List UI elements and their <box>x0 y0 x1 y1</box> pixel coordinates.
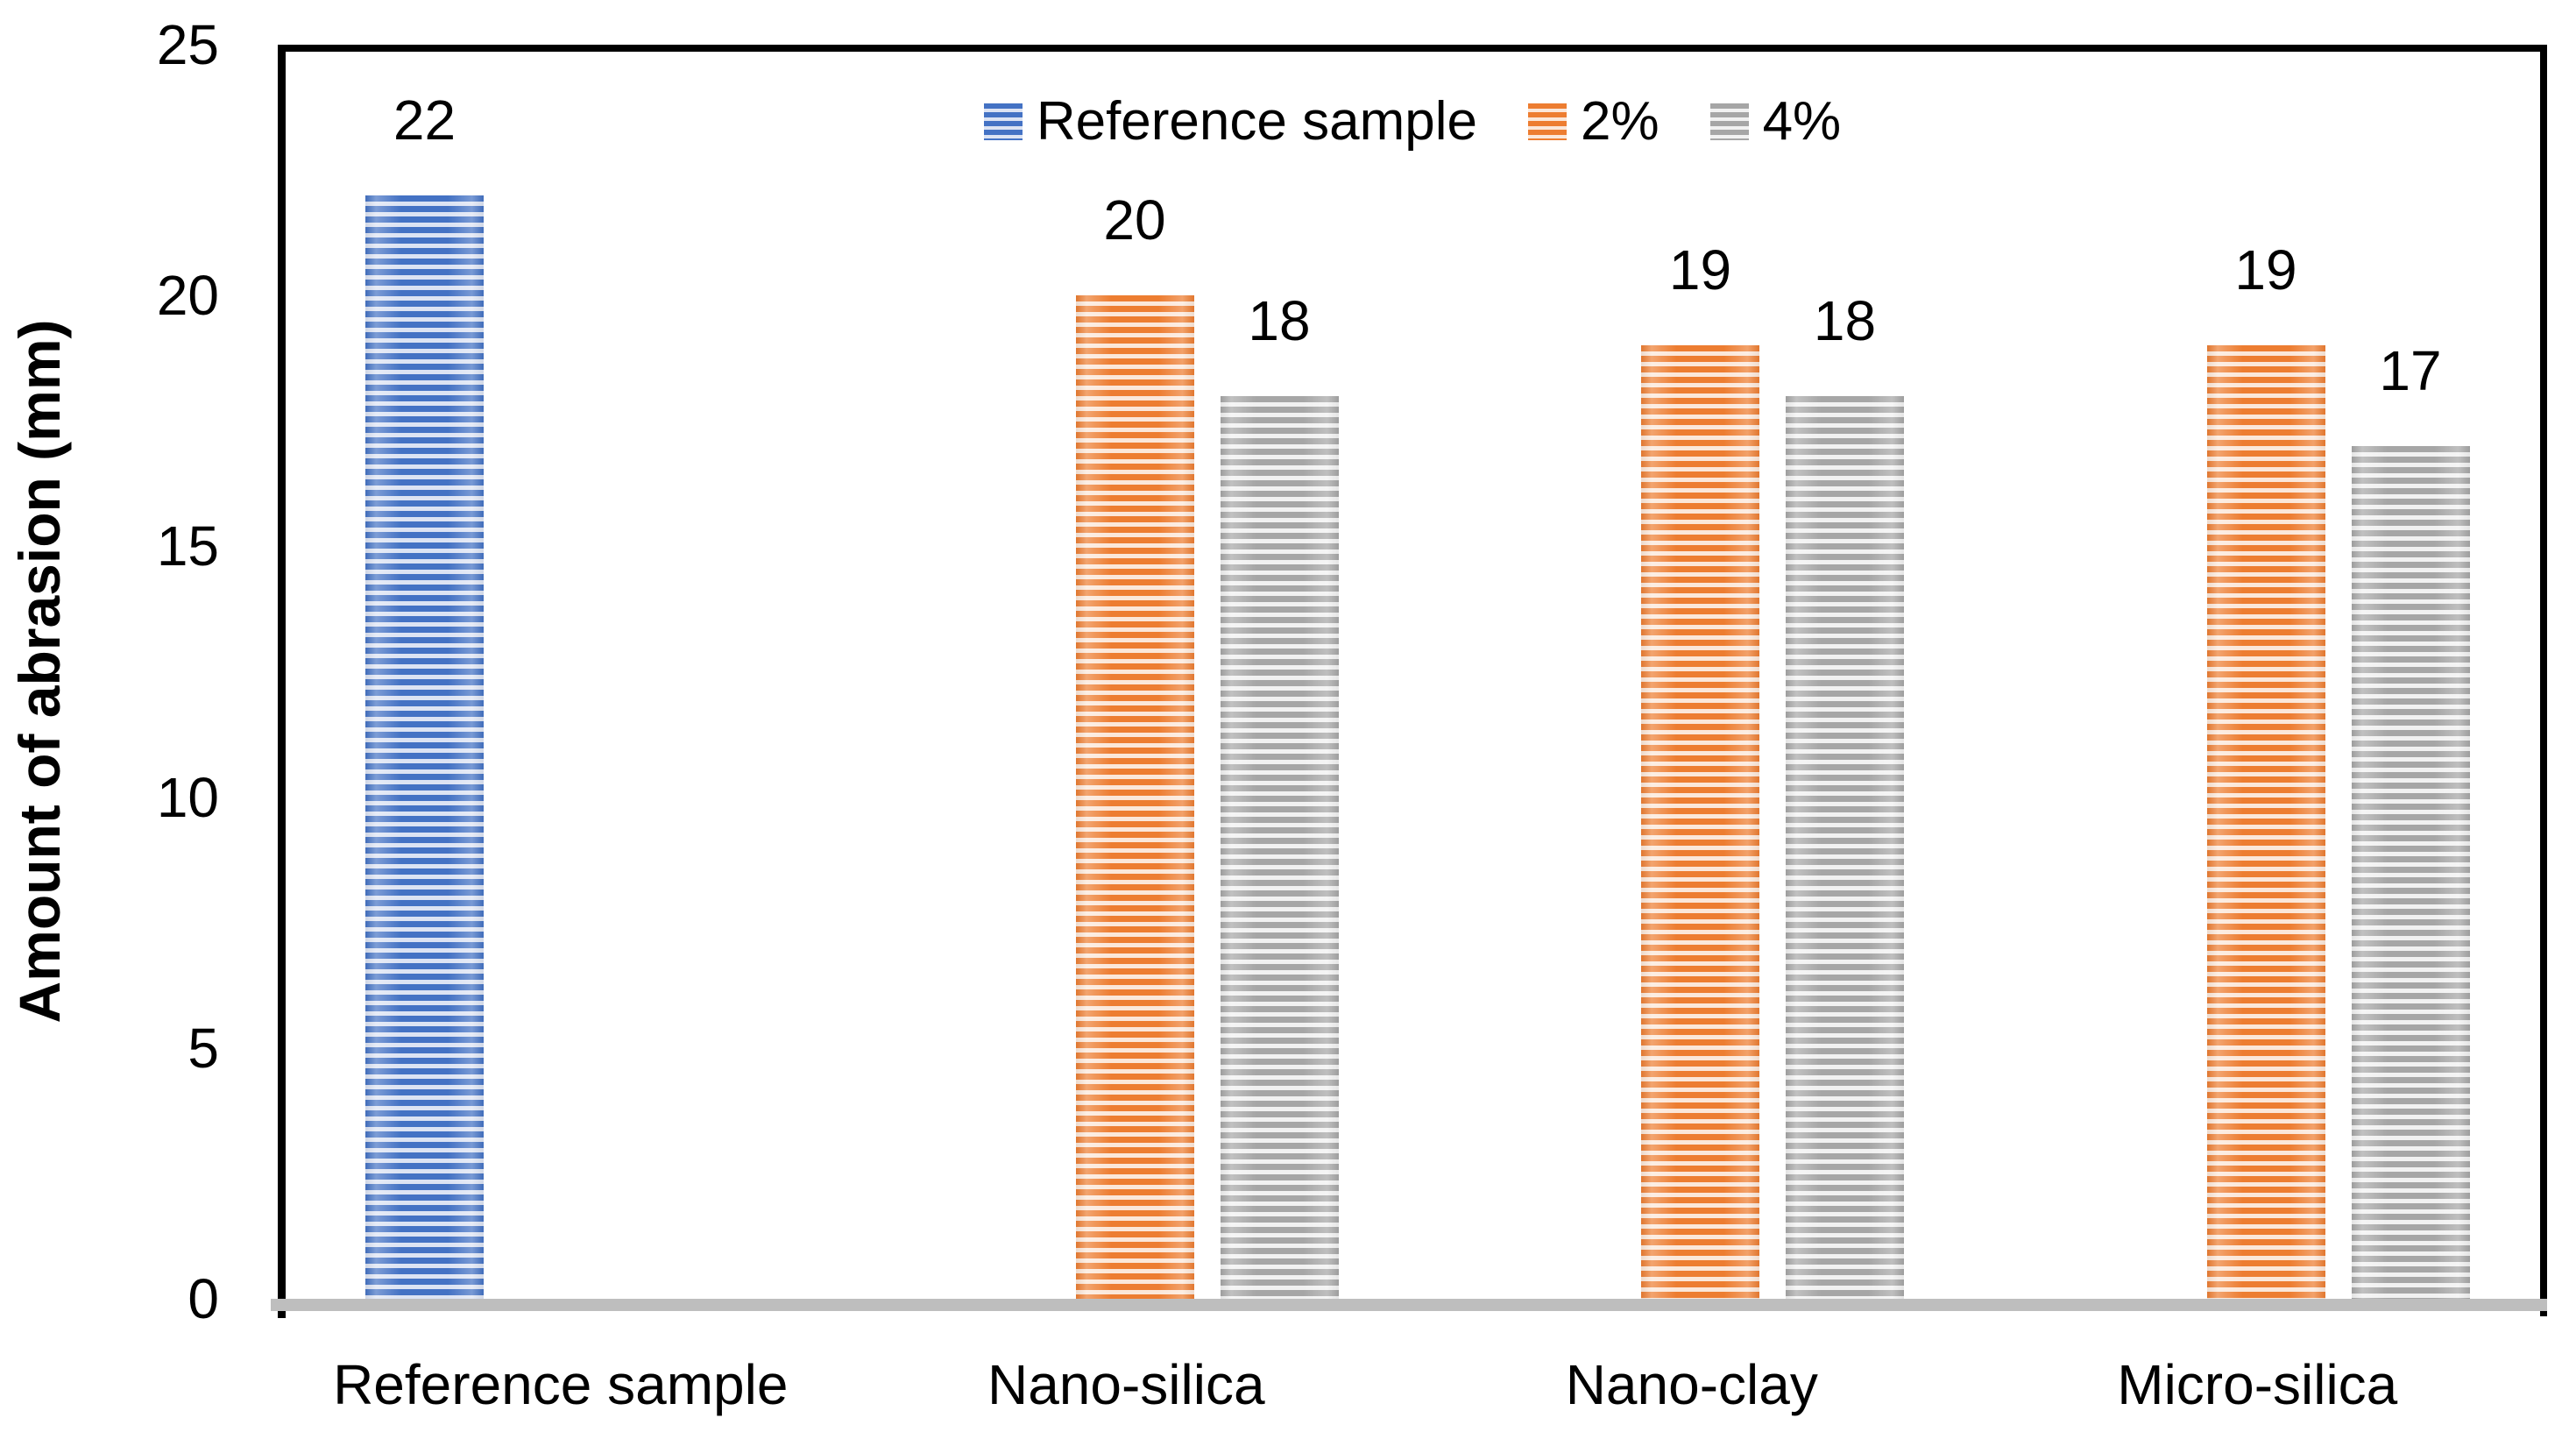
legend-label: 4% <box>1762 91 1842 152</box>
legend-item-4-: 4% <box>1709 91 1842 152</box>
bar-4--nano-silica <box>1220 395 1339 1299</box>
x-category-label: Nano-clay <box>1565 1353 1818 1416</box>
legend-swatch-icon <box>983 103 1023 140</box>
bar-4--micro-silica <box>2351 445 2470 1299</box>
x-category-label: Reference sample <box>333 1353 789 1416</box>
plot-border-right <box>2540 45 2547 1316</box>
bar-value-label: 19 <box>1668 238 1732 302</box>
bar-reference-sample-reference-sample <box>365 195 484 1299</box>
y-axis-title: Amount of abrasion (mm) <box>7 319 72 1024</box>
legend-swatch-icon <box>1527 103 1567 140</box>
bar-value-label: 19 <box>2234 238 2297 302</box>
bar-2--nano-silica <box>1075 295 1194 1299</box>
bar-2--nano-clay <box>1641 345 1759 1299</box>
legend-item-2-: 2% <box>1527 91 1660 152</box>
bar-value-label: 17 <box>2379 338 2442 402</box>
bar-value-label: 20 <box>1103 188 1166 252</box>
bar-value-label: 18 <box>1248 288 1311 352</box>
plot-border-top <box>278 45 2547 52</box>
y-tick-label: 5 <box>188 1016 219 1080</box>
legend-item-reference-sample: Reference sample <box>983 91 1477 152</box>
x-axis-baseline <box>271 1299 2547 1311</box>
legend-swatch-icon <box>1709 103 1749 140</box>
bar-2--micro-silica <box>2206 345 2325 1299</box>
legend: Reference sample 2% 4% <box>278 95 2547 149</box>
bar-4--nano-clay <box>1786 395 1904 1299</box>
y-tick-label: 15 <box>156 514 219 578</box>
bar-value-label: 22 <box>393 88 456 152</box>
x-category-label: Micro-silica <box>2117 1353 2398 1416</box>
x-category-label: Nano-silica <box>987 1353 1265 1416</box>
legend-label: 2% <box>1580 91 1660 152</box>
y-tick-label: 0 <box>188 1267 219 1330</box>
legend-label: Reference sample <box>1036 91 1477 152</box>
y-tick-label: 20 <box>156 264 219 328</box>
y-tick-label: 25 <box>156 13 219 76</box>
bar-value-label: 18 <box>1813 288 1877 352</box>
y-tick-label: 10 <box>156 765 219 829</box>
y-axis-line <box>278 45 286 1318</box>
